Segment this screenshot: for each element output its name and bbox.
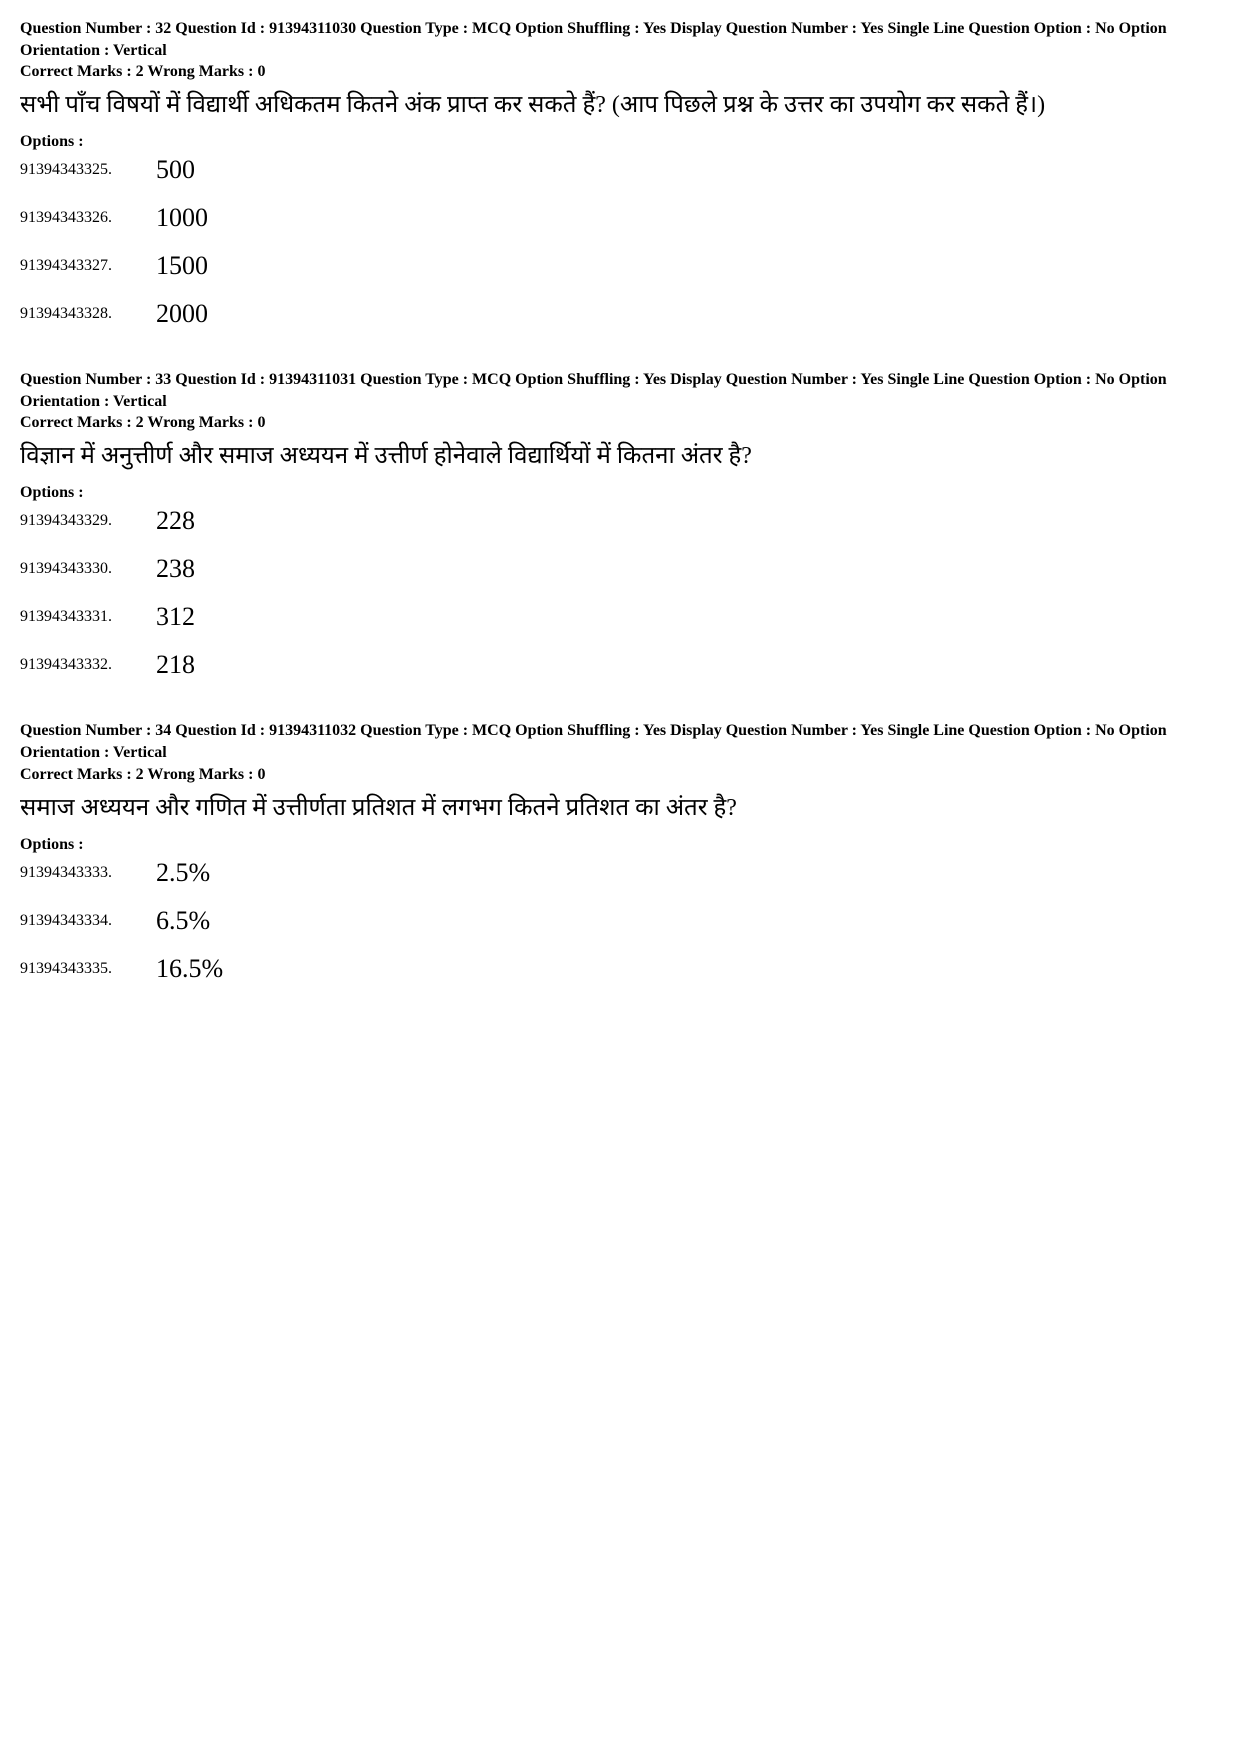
question-text: विज्ञान में अनुत्तीर्ण और समाज अध्ययन मे… [20, 438, 1220, 474]
option-value: 1500 [156, 251, 208, 281]
option-value: 500 [156, 155, 195, 185]
question-block: Question Number : 34 Question Id : 91394… [20, 720, 1220, 983]
question-block: Question Number : 33 Question Id : 91394… [20, 369, 1220, 680]
option-row[interactable]: 91394343329. 228 [20, 506, 1220, 536]
question-marks: Correct Marks : 2 Wrong Marks : 0 [20, 414, 1220, 432]
option-row[interactable]: 91394343333. 2.5% [20, 858, 1220, 888]
options-label: Options : [20, 133, 1220, 151]
option-row[interactable]: 91394343327. 1500 [20, 251, 1220, 281]
option-id: 91394343325. [20, 161, 150, 179]
option-id: 91394343326. [20, 209, 150, 227]
option-id: 91394343327. [20, 257, 150, 275]
option-id: 91394343335. [20, 960, 150, 978]
question-meta: Question Number : 32 Question Id : 91394… [20, 18, 1220, 61]
option-value: 16.5% [156, 954, 223, 984]
option-value: 1000 [156, 203, 208, 233]
question-marks: Correct Marks : 2 Wrong Marks : 0 [20, 63, 1220, 81]
option-row[interactable]: 91394343331. 312 [20, 602, 1220, 632]
option-value: 2.5% [156, 858, 210, 888]
option-value: 312 [156, 602, 195, 632]
question-text: सभी पाँच विषयों में विद्यार्थी अधिकतम कि… [20, 87, 1220, 123]
options-label: Options : [20, 484, 1220, 502]
options-label: Options : [20, 836, 1220, 854]
option-id: 91394343329. [20, 512, 150, 530]
option-value: 6.5% [156, 906, 210, 936]
option-id: 91394343331. [20, 608, 150, 626]
option-value: 228 [156, 506, 195, 536]
option-row[interactable]: 91394343326. 1000 [20, 203, 1220, 233]
option-row[interactable]: 91394343328. 2000 [20, 299, 1220, 329]
option-id: 91394343334. [20, 912, 150, 930]
option-value: 218 [156, 650, 195, 680]
option-id: 91394343328. [20, 305, 150, 323]
question-text: समाज अध्ययन और गणित में उत्तीर्णता प्रति… [20, 790, 1220, 826]
question-block: Question Number : 32 Question Id : 91394… [20, 18, 1220, 329]
question-marks: Correct Marks : 2 Wrong Marks : 0 [20, 766, 1220, 784]
option-id: 91394343333. [20, 864, 150, 882]
option-value: 2000 [156, 299, 208, 329]
option-row[interactable]: 91394343330. 238 [20, 554, 1220, 584]
option-id: 91394343330. [20, 560, 150, 578]
option-row[interactable]: 91394343325. 500 [20, 155, 1220, 185]
option-row[interactable]: 91394343332. 218 [20, 650, 1220, 680]
option-value: 238 [156, 554, 195, 584]
question-meta: Question Number : 34 Question Id : 91394… [20, 720, 1220, 763]
option-id: 91394343332. [20, 656, 150, 674]
option-row[interactable]: 91394343334. 6.5% [20, 906, 1220, 936]
question-meta: Question Number : 33 Question Id : 91394… [20, 369, 1220, 412]
option-row[interactable]: 91394343335. 16.5% [20, 954, 1220, 984]
